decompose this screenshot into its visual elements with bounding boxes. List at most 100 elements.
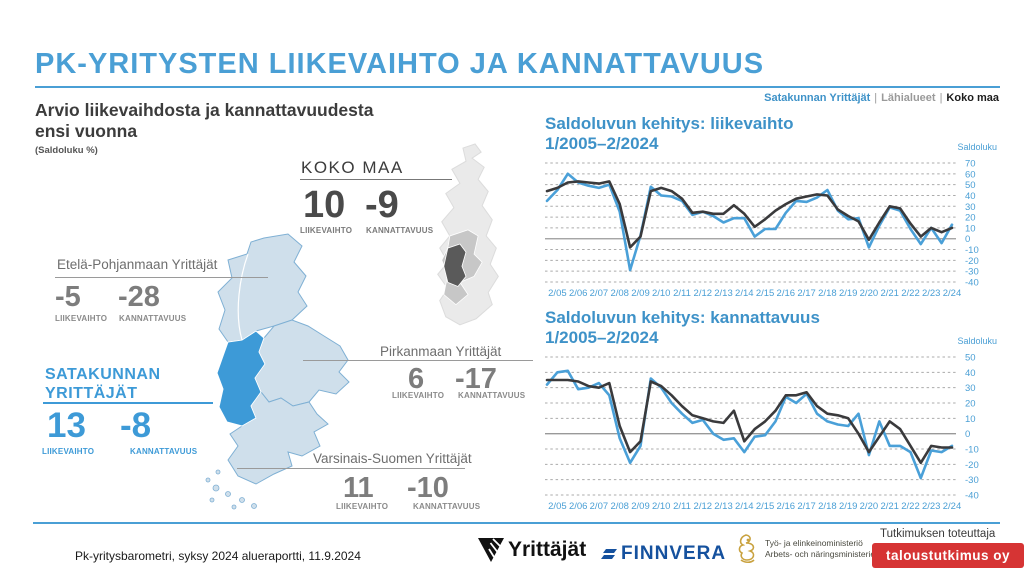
svg-text:-10: -10 xyxy=(965,245,979,256)
map-border-pohjanmaa xyxy=(237,253,249,341)
koko-maa-title: KOKO MAA xyxy=(301,158,404,177)
pirkanmaa-liikevaihto-value: 6 xyxy=(408,363,425,395)
svg-text:-40: -40 xyxy=(965,491,979,502)
chart-kannattavuus-title: Saldoluvun kehitys: kannattavuus xyxy=(545,308,820,327)
svg-text:2/22: 2/22 xyxy=(901,501,920,512)
nav-item-lahialueet[interactable]: Lähialueet xyxy=(881,92,936,104)
map-region-satakunta[interactable] xyxy=(216,330,266,427)
svg-text:2/23: 2/23 xyxy=(922,288,941,299)
svg-text:2/22: 2/22 xyxy=(901,288,920,299)
svg-text:50: 50 xyxy=(965,180,976,191)
nav-item-koko-maa[interactable]: Koko maa xyxy=(946,92,999,104)
svg-text:2/07: 2/07 xyxy=(590,501,609,512)
etela-pohjanmaa-kannattavuus-value: -28 xyxy=(118,281,160,313)
svg-text:0: 0 xyxy=(965,429,970,440)
koko-maa-kannattavuus-label: KANNATTAVUUS xyxy=(366,226,434,235)
pirkanmaa-leader-line xyxy=(303,360,533,361)
left-subtitle: Arvio liikevaihdosta ja kannattavuudesta… xyxy=(35,100,373,141)
chart-kannattavuus-period: 1/2005–2/2024 xyxy=(545,327,659,347)
svg-text:2/08: 2/08 xyxy=(610,501,629,512)
pirkanmaa-kannattavuus-label: KANNATTAVUUS xyxy=(458,391,526,400)
varsinais-suomi-liikevaihto-value: 11 xyxy=(343,472,374,504)
svg-text:2/19: 2/19 xyxy=(839,501,858,512)
svg-text:10: 10 xyxy=(965,414,976,425)
title-underline xyxy=(35,86,1000,88)
svg-text:2/20: 2/20 xyxy=(860,501,879,512)
taloustutkimus-logo: taloustutkimus oy xyxy=(872,543,1024,568)
ministry-lion-icon xyxy=(738,534,755,564)
svg-text:60: 60 xyxy=(965,169,976,180)
svg-text:40: 40 xyxy=(965,368,976,379)
svg-text:2/08: 2/08 xyxy=(610,288,629,299)
left-subtitle-line2: ensi vuonna xyxy=(35,120,138,141)
chart-liikevaihto-ylabel: Saldoluku xyxy=(957,142,997,152)
chart-liikevaihto-title: Saldoluvun kehitys: liikevaihto xyxy=(545,114,794,133)
ministry-logo-text: Työ- ja elinkeinoministeriö Arbets- och … xyxy=(765,538,877,561)
report-label: Pk-yritysbarometri, syksy 2024 aluerapor… xyxy=(75,549,361,563)
svg-text:2/12: 2/12 xyxy=(694,501,713,512)
varsinais-suomi-title: Varsinais-Suomen Yrittäjät xyxy=(313,451,472,466)
svg-text:2/09: 2/09 xyxy=(631,288,650,299)
etela-pohjanmaa-leader-line xyxy=(55,277,268,278)
etela-pohjanmaa-kannattavuus-label: KANNATTAVUUS xyxy=(119,314,187,323)
svg-text:2/06: 2/06 xyxy=(569,288,588,299)
svg-text:2/11: 2/11 xyxy=(673,288,691,299)
etela-pohjanmaa-liikevaihto-label: LIIKEVAIHTO xyxy=(55,314,108,323)
svg-text:-20: -20 xyxy=(965,460,979,471)
finnvera-logo: FINNVERA xyxy=(600,543,726,565)
varsinais-suomi-liikevaihto-label: LIIKEVAIHTO xyxy=(336,502,389,511)
nav-separator: | xyxy=(939,92,943,104)
map-region-varsinais-suomi[interactable] xyxy=(227,391,329,485)
svg-text:2/17: 2/17 xyxy=(797,288,816,299)
chart-liikevaihto-period: 1/2005–2/2024 xyxy=(545,133,659,153)
svg-text:2/11: 2/11 xyxy=(673,501,691,512)
research-provider: Tutkimuksen toteuttaja taloustutkimus oy xyxy=(872,528,1024,568)
svg-text:2/09: 2/09 xyxy=(631,501,650,512)
svg-text:2/23: 2/23 xyxy=(922,501,941,512)
svg-text:2/10: 2/10 xyxy=(652,501,671,512)
svg-text:2/16: 2/16 xyxy=(777,501,796,512)
chart-kannattavuus: Saldoluvun kehitys: kannattavuus 1/2005–… xyxy=(545,308,1003,512)
svg-text:2/20: 2/20 xyxy=(860,288,879,299)
yrittajat-logo-text: Yrittäjät xyxy=(508,538,587,561)
svg-text:10: 10 xyxy=(965,224,976,235)
footer-divider xyxy=(33,522,1000,524)
svg-text:2/21: 2/21 xyxy=(880,501,899,512)
svg-text:2/07: 2/07 xyxy=(590,288,609,299)
koko-maa-liikevaihto-value: 10 xyxy=(303,184,346,226)
satakunta-kannattavuus-value: -8 xyxy=(120,406,152,445)
satakunta-title-line1: SATAKUNNAN xyxy=(45,366,161,383)
svg-text:2/13: 2/13 xyxy=(714,501,733,512)
koko-maa-kannattavuus-value: -9 xyxy=(365,184,399,226)
pirkanmaa-title: Pirkanmaan Yrittäjät xyxy=(380,344,502,359)
koko-maa-liikevaihto-label: LIIKEVAIHTO xyxy=(300,226,353,235)
etela-pohjanmaa-title: Etelä-Pohjanmaan Yrittäjät xyxy=(57,257,218,272)
nav-item-satakunnan-yrittajat[interactable]: Satakunnan Yrittäjät xyxy=(764,92,871,104)
ministry-name-sv: Arbets- och näringsministeriet xyxy=(765,549,878,559)
satakunta-title-line2: YRITTÄJÄT xyxy=(45,385,138,403)
pirkanmaa-kannattavuus-value: -17 xyxy=(455,363,497,395)
varsinais-suomi-kannattavuus-label: KANNATTAVUUS xyxy=(413,502,481,511)
satakunta-leader-line xyxy=(43,402,213,404)
etela-pohjanmaa-liikevaihto-value: -5 xyxy=(55,281,81,313)
svg-text:2/10: 2/10 xyxy=(652,288,671,299)
svg-text:20: 20 xyxy=(965,399,976,410)
svg-text:-30: -30 xyxy=(965,267,979,278)
svg-text:50: 50 xyxy=(965,353,976,364)
ministry-logo: Työ- ja elinkeinoministeriö Arbets- och … xyxy=(733,534,877,564)
svg-text:2/18: 2/18 xyxy=(818,501,837,512)
finnvera-logo-text: FINNVERA xyxy=(621,543,727,564)
map-region-pirkanmaa[interactable] xyxy=(254,319,350,407)
svg-text:20: 20 xyxy=(965,213,976,224)
unit-note: (Saldoluku %) xyxy=(35,145,98,156)
svg-text:2/19: 2/19 xyxy=(839,288,858,299)
svg-text:2/24: 2/24 xyxy=(943,288,962,299)
finnvera-bars-icon xyxy=(601,549,617,559)
svg-text:-30: -30 xyxy=(965,475,979,486)
map-archipelago-islands xyxy=(205,469,257,510)
svg-text:-20: -20 xyxy=(965,256,979,267)
svg-text:2/06: 2/06 xyxy=(569,501,588,512)
varsinais-suomi-kannattavuus-value: -10 xyxy=(407,472,449,504)
pirkanmaa-liikevaihto-label: LIIKEVAIHTO xyxy=(392,391,445,400)
